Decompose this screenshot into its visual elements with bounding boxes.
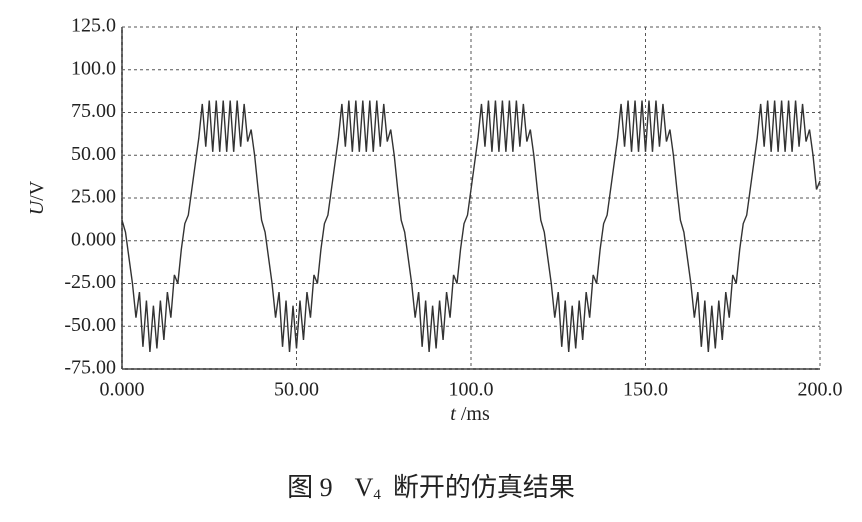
x-tick-label: 50.00 [274, 379, 319, 401]
y-tick-label: 75.00 [71, 100, 116, 122]
waveform [121, 100, 821, 352]
y-label-var: U [26, 199, 48, 215]
y-tick-label: -25.00 [64, 271, 116, 293]
y-tick-label: 50.00 [71, 143, 116, 165]
x-tick-label: 0.000 [100, 379, 145, 401]
y-tick-label: -75.00 [64, 357, 116, 379]
y-tick-label: 25.00 [71, 186, 116, 208]
y-label-unit: /V [26, 180, 48, 201]
caption-var: V [355, 473, 374, 502]
caption-sub: 4 [373, 487, 381, 503]
caption: 图 9 V4 断开的仿真结果 [287, 473, 575, 503]
x-tick-label: 150.0 [623, 379, 668, 401]
x-axis-label: t /ms [450, 403, 490, 425]
x-tick-label: 100.0 [449, 379, 494, 401]
x-tick-label: 200.0 [798, 379, 843, 401]
caption-text: 断开的仿真结果 [393, 473, 575, 502]
y-tick-label: -50.00 [64, 314, 116, 336]
y-tick-label: 125.0 [71, 15, 116, 37]
x-label-unit: /ms [456, 403, 490, 425]
y-axis-label: U/V [26, 180, 48, 215]
y-tick-label: 0.000 [71, 228, 116, 250]
x-label-var: t [450, 403, 456, 425]
caption-prefix: 图 9 [287, 473, 333, 502]
y-tick-label: 100.0 [71, 57, 116, 79]
